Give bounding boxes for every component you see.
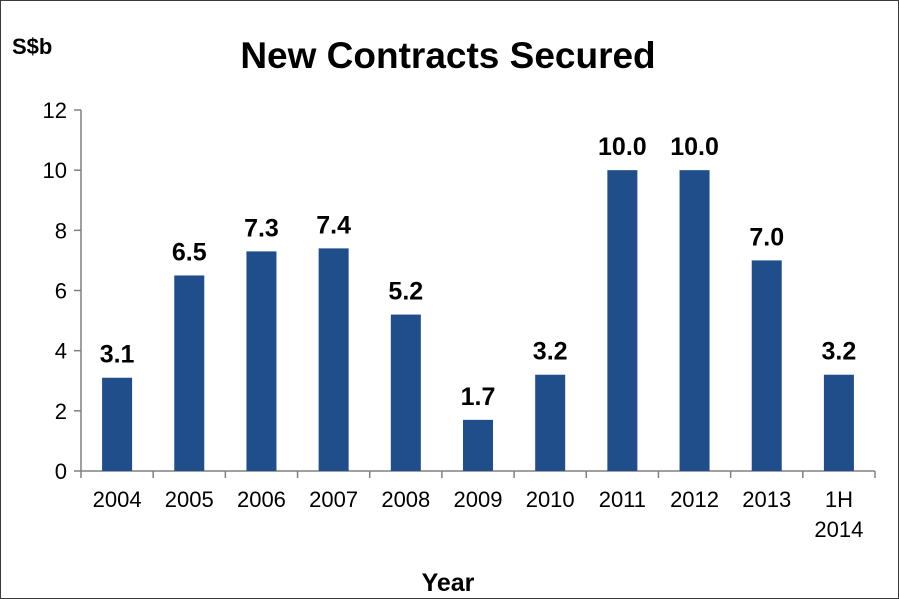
bar — [751, 260, 782, 471]
bar — [318, 248, 349, 471]
bar — [463, 419, 493, 471]
x-tick-label: 1H — [825, 487, 853, 512]
y-tick-label: 10 — [43, 158, 67, 183]
bar — [823, 374, 854, 471]
chart-title: New Contracts Secured — [240, 35, 655, 76]
bar — [390, 314, 421, 471]
bar — [679, 170, 710, 471]
x-tick-label: 2013 — [742, 487, 791, 512]
plot-area: 0 2 4 6 8 10 12 3.1 2004 6.5 2005 7.3 2006 7.4 2007 5.2… — [43, 98, 876, 542]
bar — [102, 377, 133, 471]
x-tick-label: 2007 — [309, 487, 358, 512]
x-tick-label: 2008 — [381, 487, 430, 512]
x-axis-title: Year — [422, 569, 475, 597]
data-label: 1.7 — [461, 383, 496, 411]
bar — [174, 275, 205, 471]
data-label: 3.1 — [100, 341, 135, 369]
y-tick-label: 8 — [55, 218, 67, 243]
data-label: 3.2 — [533, 338, 568, 366]
data-label: 5.2 — [388, 278, 423, 306]
data-label: 7.0 — [749, 223, 784, 251]
data-label: 10.0 — [670, 133, 719, 161]
x-tick-label: 2006 — [237, 487, 286, 512]
data-label: 7.4 — [316, 211, 351, 239]
y-tick-label: 2 — [55, 399, 67, 424]
x-tick-label: 2005 — [165, 487, 214, 512]
y-axis-unit-label: S$b — [12, 34, 52, 59]
x-tick-label: 2012 — [670, 487, 719, 512]
data-label: 10.0 — [598, 133, 647, 161]
bar — [607, 170, 638, 471]
y-tick-label: 6 — [55, 279, 67, 304]
x-tick-label: 2010 — [526, 487, 575, 512]
data-label: 7.3 — [244, 214, 279, 242]
x-tick-label: 2014 — [814, 517, 863, 542]
data-label: 6.5 — [172, 238, 207, 266]
data-label: 3.2 — [822, 338, 857, 366]
x-tick-label: 2011 — [599, 487, 646, 512]
y-tick-label: 12 — [43, 98, 67, 123]
y-tick-label: 4 — [55, 339, 67, 364]
bar — [535, 374, 566, 471]
y-tick-label: 0 — [55, 459, 67, 484]
bar — [246, 251, 277, 471]
x-tick-label: 2009 — [454, 487, 503, 512]
x-tick-label: 2004 — [93, 487, 142, 512]
